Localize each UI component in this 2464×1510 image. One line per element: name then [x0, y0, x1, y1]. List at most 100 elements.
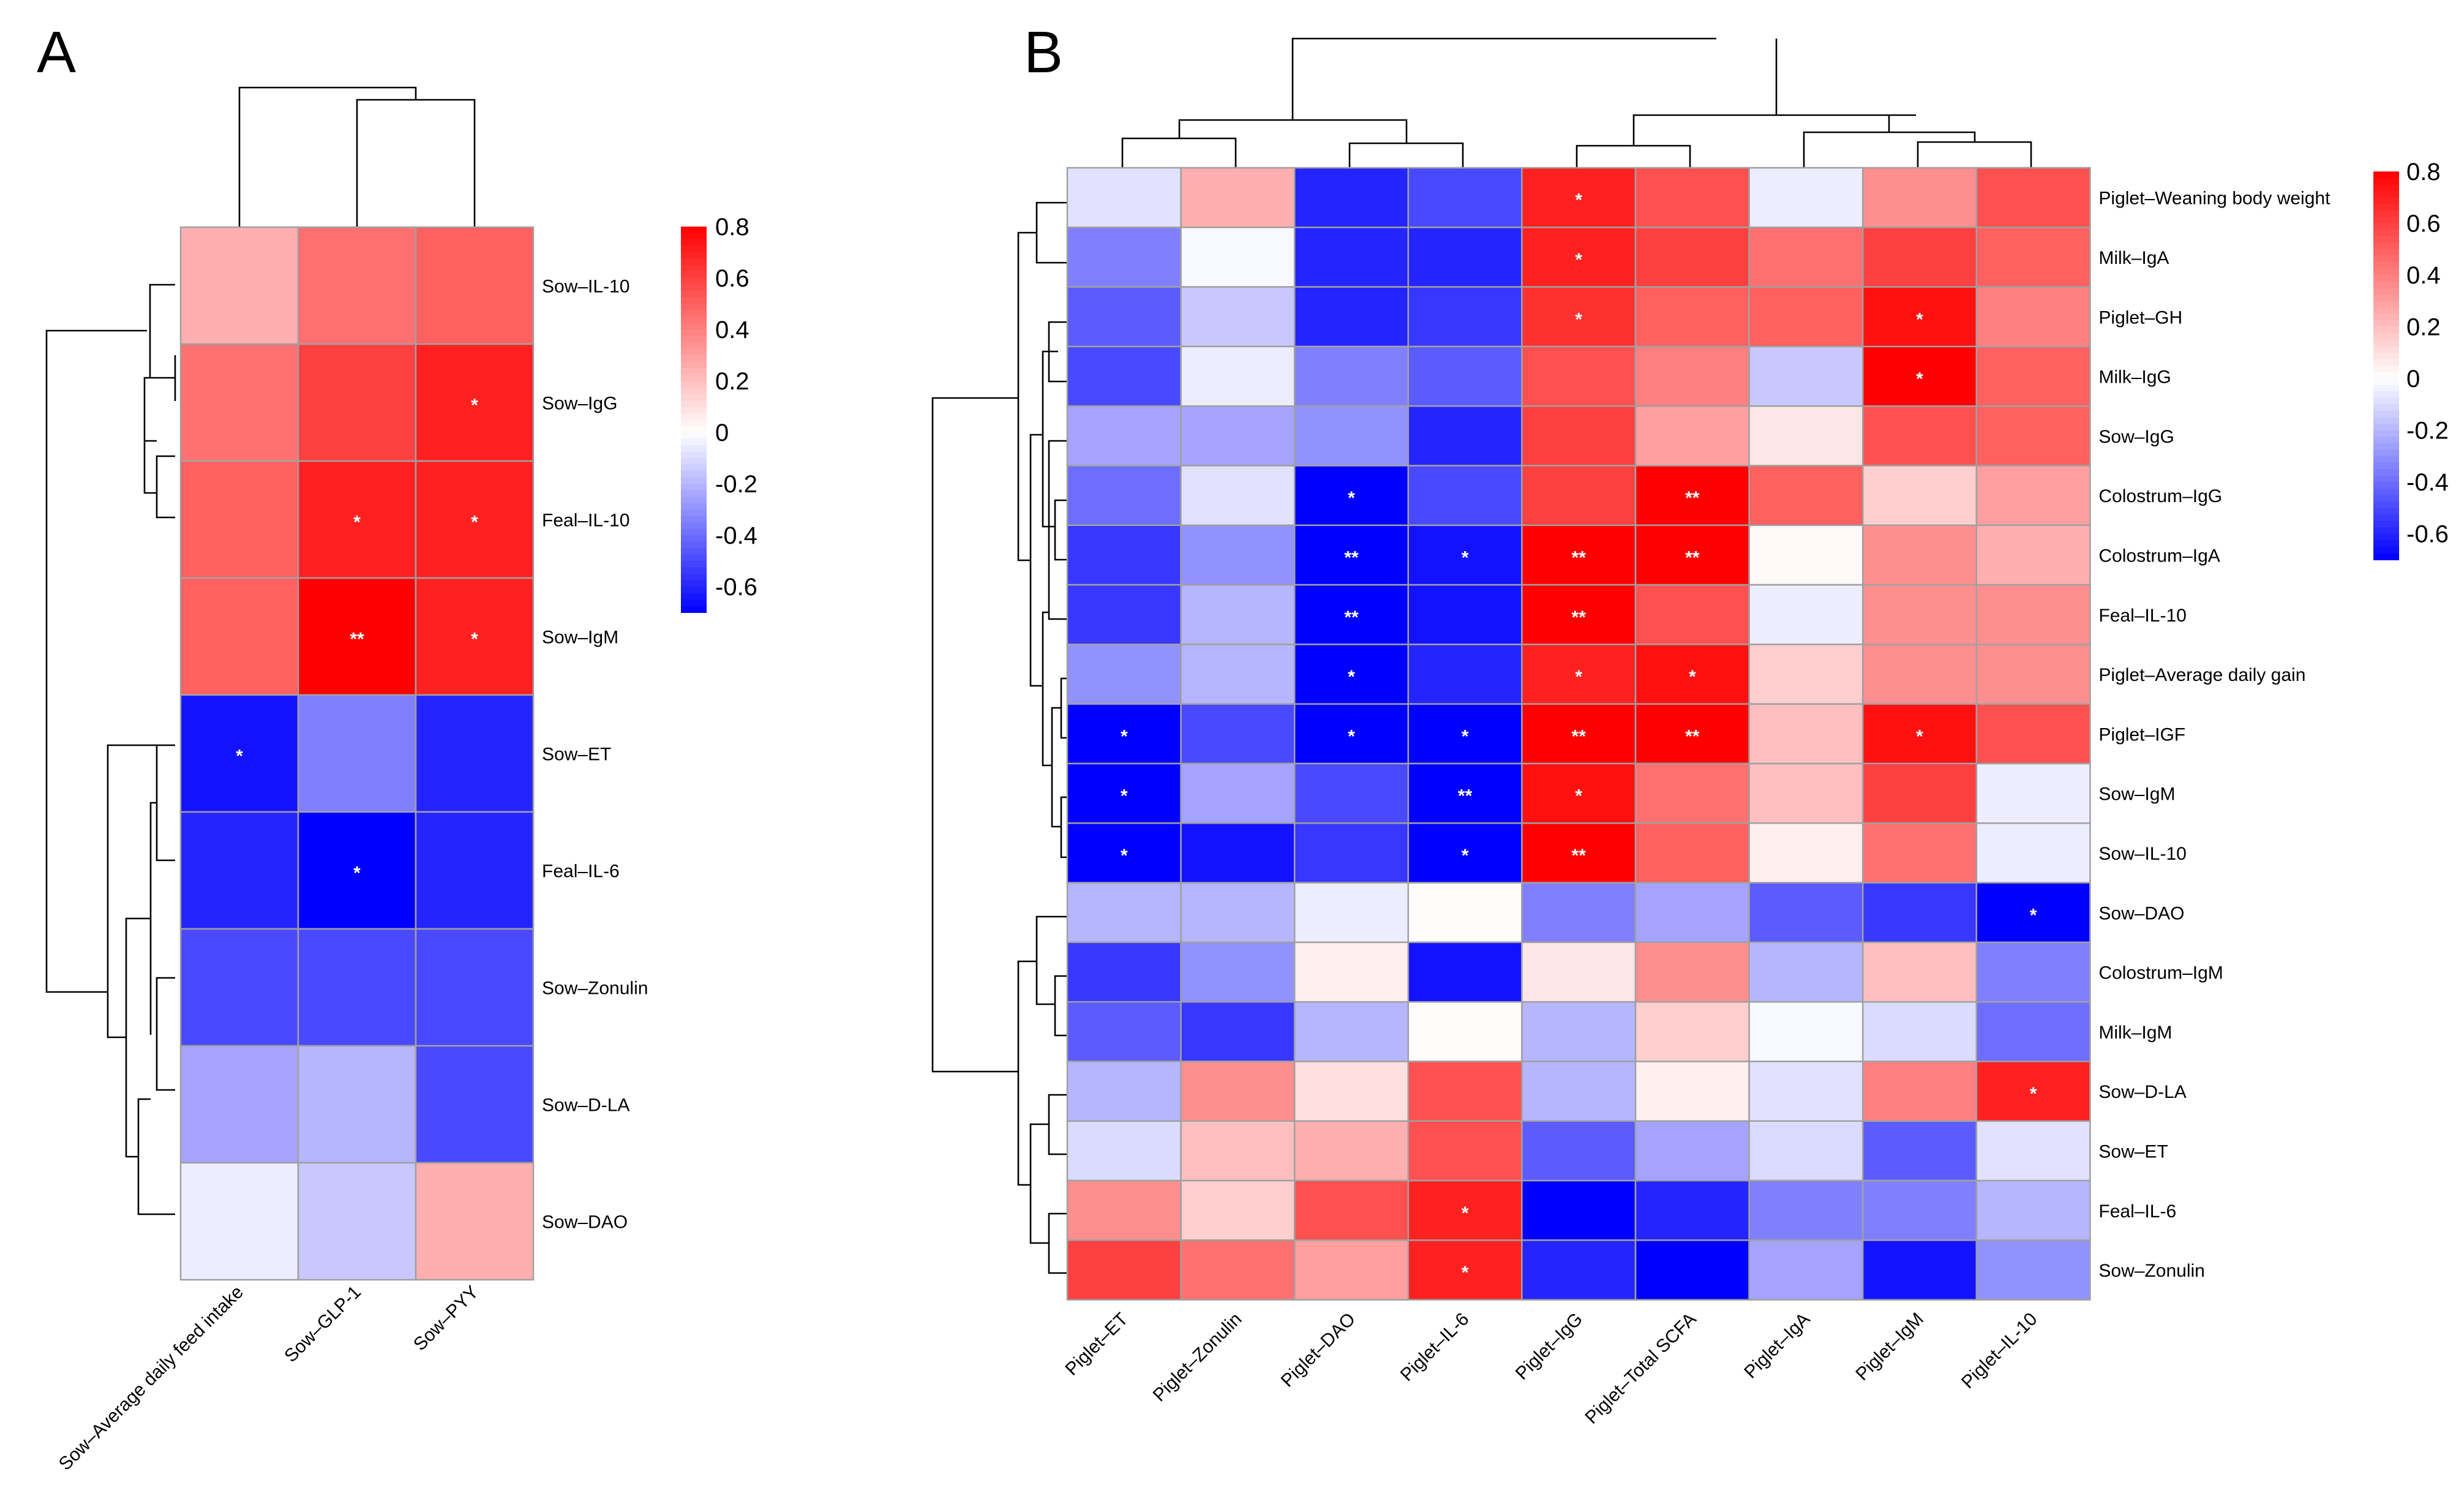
- significance-mark: *: [1121, 846, 1128, 866]
- row-label: Sow–DAO: [2098, 903, 2184, 923]
- row-label: Sow–IgM: [542, 628, 618, 648]
- heatmap-cell: [1066, 1239, 1182, 1301]
- legend-tick-label: 0.2: [715, 368, 749, 395]
- heatmap-cell: [1861, 286, 1978, 348]
- heatmap-cell: [1861, 822, 1978, 884]
- heatmap-cell: [1861, 882, 1978, 944]
- heatmap-cell: [1521, 882, 1637, 944]
- heatmap-cell: [1521, 1239, 1637, 1301]
- legend-gradient-step: [681, 432, 707, 440]
- significance-mark: *: [1462, 846, 1469, 866]
- heatmap-cell: [1634, 882, 1750, 944]
- legend-gradient-step: [2373, 268, 2399, 276]
- heatmap-cell: [1861, 703, 1978, 765]
- legend-gradient-step: [2373, 197, 2399, 205]
- legend-gradient-step: [681, 336, 707, 343]
- significance-mark: *: [1575, 309, 1582, 329]
- heatmap-cell: [415, 928, 535, 1047]
- legend-gradient-step: [2373, 501, 2399, 509]
- heatmap-cell: [1634, 465, 1750, 527]
- legend-gradient-step: [2373, 333, 2399, 340]
- heatmap-cell: [1066, 345, 1182, 407]
- legend-gradient-step: [681, 587, 707, 594]
- row-label: Feal–IL-10: [2098, 606, 2186, 626]
- legend-gradient-step: [681, 368, 707, 375]
- row-dendro-top3: [1029, 350, 1061, 828]
- heatmap-cell: [1180, 465, 1296, 527]
- row-dendro-a3: [149, 284, 175, 378]
- heatmap-cell: [1748, 882, 1864, 944]
- row-label: Milk–IgG: [2098, 367, 2171, 388]
- significance-mark: *: [1916, 726, 1923, 746]
- legend-gradient-step: [681, 535, 707, 543]
- heatmap-cell: [1634, 1179, 1750, 1241]
- significance-mark: **: [1572, 726, 1587, 746]
- heatmap-cell: [1634, 1061, 1750, 1122]
- legend-gradient-step: [2373, 366, 2399, 373]
- legend-gradient-step: [681, 458, 707, 465]
- heatmap-cell: [1634, 286, 1750, 348]
- row-dendro-bottom: [1017, 915, 1067, 1274]
- row-label: Piglet–IGF: [2098, 724, 2185, 745]
- heatmap-cell: [1975, 762, 2091, 824]
- legend-tick-label: 0.4: [715, 317, 749, 344]
- column-label: Piglet–Zonulin: [1149, 1309, 1246, 1406]
- row-dendro-b4: [107, 744, 157, 1039]
- heatmap-cell: [179, 460, 299, 579]
- legend-gradient-step: [681, 438, 707, 446]
- legend-gradient-step: [681, 419, 707, 427]
- col-dendro-merge-glp1-pyy: [356, 99, 476, 227]
- legend-gradient-step: [2373, 184, 2399, 192]
- legend-gradient-step: [681, 342, 707, 350]
- legend-gradient-step: [2373, 261, 2399, 269]
- heatmap-cell: [1861, 762, 1978, 824]
- heatmap-cell: [1634, 822, 1750, 884]
- heatmap-cell: [179, 694, 299, 813]
- significance-mark: **: [350, 629, 364, 650]
- heatmap-cell: [1180, 286, 1296, 348]
- heatmap-cell: [415, 694, 535, 813]
- significance-mark: **: [1685, 488, 1700, 508]
- legend-gradient-step: [681, 271, 707, 279]
- heatmap-cell: [1180, 644, 1296, 705]
- heatmap-cell: [415, 811, 535, 930]
- significance-mark: *: [1575, 786, 1582, 806]
- row-label: Sow–Zonulin: [542, 978, 648, 999]
- legend-gradient-step: [681, 304, 707, 311]
- heatmap-cell: [1066, 882, 1182, 944]
- heatmap-cell: [1975, 1001, 2091, 1062]
- heatmap-cell: [1748, 941, 1864, 1003]
- panel-b-letter: B: [1024, 20, 1063, 85]
- legend-gradient-step: [2373, 397, 2399, 405]
- heatmap-cell: [1407, 227, 1523, 288]
- legend-gradient-step: [681, 541, 707, 549]
- significance-mark: **: [1572, 846, 1587, 866]
- heatmap-cell: [1975, 465, 2091, 527]
- heatmap-cell: [1066, 941, 1182, 1003]
- legend-gradient-step: [681, 323, 707, 330]
- significance-mark: *: [471, 396, 478, 416]
- heatmap-cell: [1521, 762, 1637, 824]
- heatmap-cell: [1066, 227, 1182, 288]
- column-label: Piglet–IL-6: [1397, 1309, 1473, 1386]
- heatmap-cell: [1180, 1001, 1296, 1062]
- heatmap-cell: [1975, 703, 2091, 765]
- legend-gradient-step: [681, 593, 707, 600]
- legend-gradient-step: [2373, 255, 2399, 263]
- row-label: Sow–IgG: [2098, 427, 2174, 447]
- legend-gradient-step: [2373, 236, 2399, 244]
- heatmap-cell: [1861, 227, 1978, 288]
- heatmap-cell: [1293, 405, 1410, 467]
- heatmap-cell: [1293, 762, 1410, 824]
- heatmap-cell: [415, 577, 535, 696]
- heatmap-cell: [1748, 703, 1864, 765]
- heatmap-cell: [1293, 1061, 1410, 1122]
- heatmap-cell: [1748, 584, 1864, 645]
- heatmap-cell: [1293, 1179, 1410, 1241]
- significance-mark: *: [1916, 309, 1923, 329]
- heatmap-cell: [1634, 644, 1750, 705]
- significance-mark: **: [1685, 547, 1700, 568]
- legend-gradient-step: [681, 284, 707, 291]
- heatmap-cell: [1066, 1001, 1182, 1062]
- legend-tick-label: -0.4: [2406, 469, 2449, 496]
